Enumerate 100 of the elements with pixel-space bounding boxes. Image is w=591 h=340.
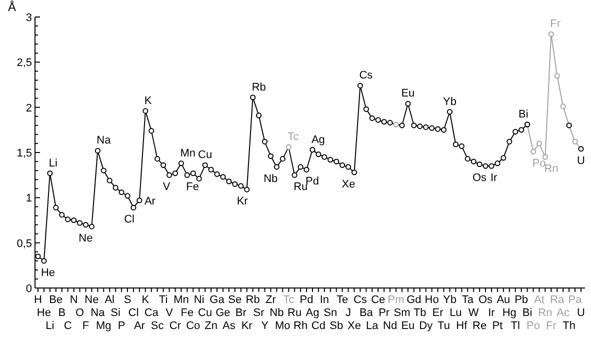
x-tick-label: As: [222, 320, 236, 332]
x-tick-label: Os: [478, 294, 494, 306]
annotation: V: [162, 181, 171, 194]
annotation: Cs: [359, 70, 374, 82]
annotation: Li: [48, 157, 58, 170]
x-tick-label: Ce: [371, 294, 386, 306]
x-tick-label: Hg: [502, 307, 516, 319]
point: [530, 148, 536, 154]
x-tick-label: C: [64, 320, 72, 332]
y-tick-label: 2: [26, 102, 32, 114]
x-tick-label: At: [534, 294, 544, 306]
x-tick-label: Cu: [198, 307, 212, 319]
y-tick-label: 3: [26, 12, 32, 24]
x-tick-label: Cr: [169, 320, 182, 332]
annotation: Os: [472, 172, 488, 184]
x-tick-label: Xe: [348, 320, 361, 332]
x-tick-label: Mg: [96, 320, 112, 332]
x-tick-label: Sn: [324, 307, 338, 319]
x-tick-label: Cl: [128, 307, 139, 319]
x-tick-label: La: [366, 320, 380, 332]
x-tick-label: Pb: [514, 294, 528, 306]
annotation: Pd: [306, 176, 319, 188]
x-tick-label: Ra: [550, 294, 566, 306]
point: [566, 122, 572, 128]
x-tick-label: Zn: [204, 320, 218, 332]
x-tick-label: Gd: [406, 294, 422, 306]
x-tick-label: U: [577, 307, 586, 319]
x-tick-label: Li: [46, 320, 54, 332]
annotation: He: [40, 266, 56, 279]
x-tick-label: Er: [432, 307, 444, 319]
x-tick-label: F: [82, 320, 90, 332]
x-tick-label: In: [320, 294, 330, 306]
x-tick-label: Pd: [300, 294, 314, 306]
annotation: U: [577, 154, 586, 167]
x-tick-label: Rb: [246, 294, 260, 306]
x-tick-label: N: [70, 294, 78, 306]
x-tick-label: Ho: [424, 294, 439, 306]
annotation: Mn: [180, 147, 196, 160]
annotation: Cu: [198, 149, 212, 162]
y-tick-label: 2,5: [16, 57, 32, 70]
x-tick-label: Se: [228, 294, 242, 306]
x-tick-label: Co: [186, 320, 200, 332]
annotation: K: [144, 94, 152, 107]
y-tick-label: 0: [26, 283, 32, 295]
annotation: Ar: [144, 195, 156, 208]
x-tick-label: Tb: [413, 307, 426, 319]
y-axis-title: Å: [8, 0, 16, 14]
x-tick-label: Nb: [270, 307, 284, 319]
x-tick-label: Pr: [378, 307, 390, 319]
x-tick-label: Ba: [359, 307, 374, 319]
x-tick-label: Y: [261, 320, 270, 332]
x-tick-label: Sb: [330, 320, 344, 332]
x-tick-label: Fr: [546, 320, 557, 332]
x-tick-label: K: [142, 294, 150, 306]
x-tick-label: Te: [336, 294, 348, 306]
x-tick-label: Ar: [134, 320, 146, 332]
x-tick-label: Pa: [568, 294, 583, 306]
x-tick-label: Cs: [353, 294, 368, 306]
x-tick-label: Br: [235, 307, 247, 319]
x-tick-label: Ca: [144, 307, 160, 319]
x-tick-label: O: [75, 307, 84, 319]
x-tick-label: J: [346, 307, 352, 319]
x-tick-label: Cd: [311, 320, 326, 332]
x-tick-label: Rn: [538, 307, 552, 319]
y-tick-label: 1,5: [16, 148, 32, 160]
y-tick-label: 0,5: [16, 238, 32, 250]
x-tick-label: Al: [104, 294, 114, 306]
annotation: Ir: [490, 172, 498, 184]
x-tick-label: Pm: [388, 294, 404, 306]
annotation: Ne: [78, 232, 93, 245]
annotation: Rn: [544, 163, 558, 176]
point: [560, 104, 566, 110]
x-tick-label: Ti: [158, 294, 168, 306]
x-tick-label: Kr: [241, 320, 253, 332]
y-tick-label: 1: [26, 192, 32, 205]
annotation: Bi: [518, 108, 528, 120]
annotation: Fr: [550, 18, 561, 30]
annotation: Yb: [442, 96, 456, 108]
x-tick-label: He: [36, 307, 51, 319]
annotation: Na: [96, 134, 112, 147]
annotation: Eu: [401, 88, 415, 100]
x-tick-label: B: [58, 307, 66, 319]
x-tick-label: Sc: [150, 320, 164, 332]
x-tick-label: V: [166, 307, 174, 319]
x-tick-label: H: [34, 294, 42, 306]
x-tick-label: Be: [49, 294, 63, 306]
x-tick-label: Mn: [174, 294, 189, 306]
annotation: Xe: [342, 178, 356, 190]
x-tick-label: Ge: [216, 307, 230, 319]
x-tick-label: Sm: [394, 307, 410, 319]
x-tick-label: Si: [110, 307, 120, 319]
annotation: Cl: [124, 214, 134, 226]
x-tick-label: Eu: [401, 320, 415, 332]
point: [536, 140, 542, 146]
annotation: Ag: [311, 134, 325, 146]
x-tick-label: Nd: [383, 320, 398, 332]
annotation: Rb: [252, 81, 266, 94]
x-tick-label: Po: [526, 320, 540, 332]
annotation: Po: [532, 158, 546, 170]
annotation: Nb: [264, 172, 278, 185]
